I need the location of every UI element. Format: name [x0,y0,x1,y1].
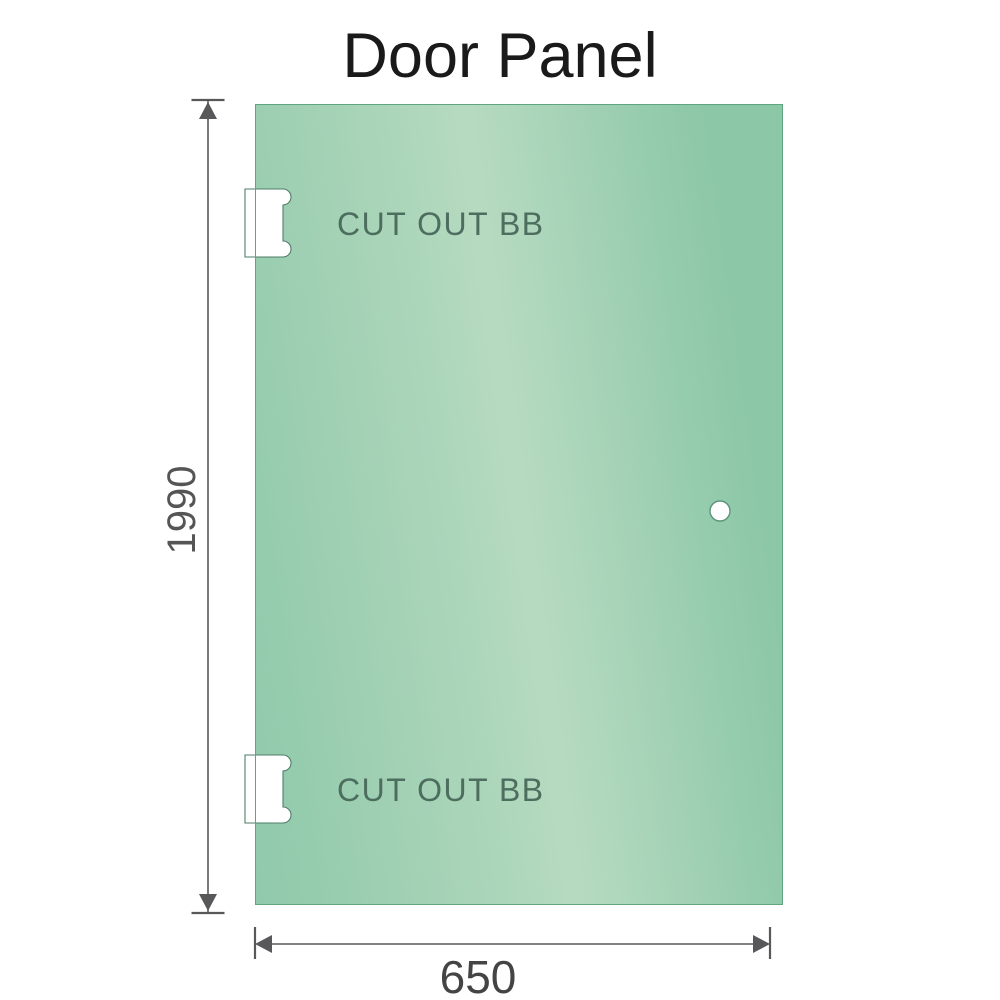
svg-text:1990: 1990 [160,466,204,555]
